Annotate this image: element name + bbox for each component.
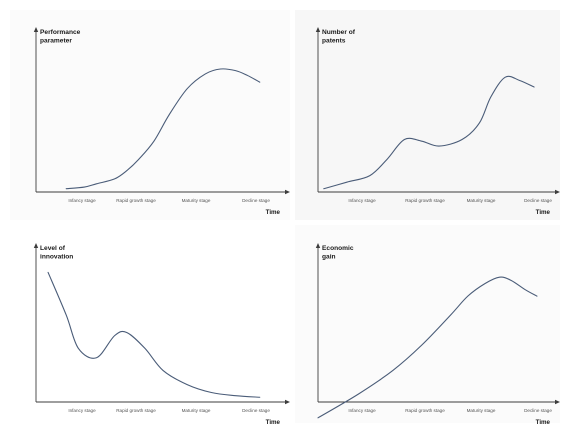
tick-label: Maturity stage [182, 198, 211, 203]
series-line [47, 271, 261, 398]
tick-label: Rapid growth stage [405, 198, 445, 203]
tick-label: Maturity stage [467, 408, 496, 413]
y-axis-arrow [315, 243, 321, 248]
y-axis-label: innovation [40, 254, 73, 261]
x-axis-arrow [285, 399, 290, 405]
tick-label: Rapid growth stage [116, 408, 156, 413]
tick-label: Decline stage [242, 198, 270, 203]
y-axis-label: Level of [40, 245, 66, 252]
y-axis-label: Performance [40, 29, 81, 36]
y-axis-label: patents [322, 38, 346, 45]
panel-level-of-innovation [10, 225, 290, 423]
y-axis-label: Economic [322, 245, 354, 252]
series-line [317, 276, 538, 419]
y-axis-label: parameter [40, 38, 72, 45]
panel-number-of-patents [295, 10, 560, 220]
x-axis-arrow [555, 189, 560, 195]
x-axis-label: Time [536, 209, 551, 216]
y-axis-arrow [315, 27, 321, 32]
tick-label: Rapid growth stage [405, 408, 445, 413]
tick-label: Decline stage [524, 408, 552, 413]
y-axis-arrow [33, 27, 39, 32]
y-axis-arrow [33, 243, 39, 248]
tick-label: Infancy stage [68, 198, 96, 203]
x-axis-label: Time [266, 209, 281, 216]
x-axis-arrow [555, 399, 560, 405]
x-axis-label: Time [536, 419, 551, 426]
series-line [65, 68, 261, 190]
tick-label: Decline stage [242, 408, 270, 413]
panel-economic-gain [295, 225, 560, 423]
tick-label: Infancy stage [68, 408, 96, 413]
y-axis-label: Number of [322, 29, 356, 36]
series-line [323, 75, 535, 190]
panel-performance-parameter [10, 10, 290, 220]
tick-label: Maturity stage [182, 408, 211, 413]
chart-3: Economic gain Time Infancy stage Rapid growt… [315, 243, 560, 426]
y-axis-label: gain [322, 254, 336, 261]
tick-label: Maturity stage [467, 198, 496, 203]
chart-0: Performance parameter Time Infancy stage Rap… [33, 27, 290, 216]
tick-label: Infancy stage [348, 198, 376, 203]
chart-2: Level of innovation Time Infancy stage Rapid… [33, 243, 290, 426]
x-axis-arrow [285, 189, 290, 195]
x-axis-label: Time [266, 419, 281, 426]
tick-label: Infancy stage [348, 408, 376, 413]
chart-1: Number of patents Time Infancy stage Rapid g… [315, 27, 560, 216]
tick-label: Rapid growth stage [116, 198, 156, 203]
tick-label: Decline stage [524, 198, 552, 203]
